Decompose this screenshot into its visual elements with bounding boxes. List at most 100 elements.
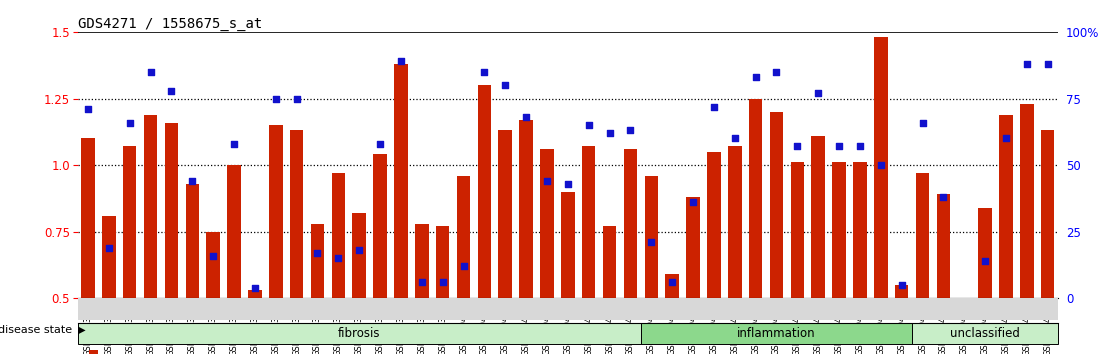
Point <box>79 106 96 112</box>
Text: GDS4271 / 1558675_s_at: GDS4271 / 1558675_s_at <box>78 17 261 31</box>
Bar <box>770 112 783 298</box>
Point <box>789 144 807 149</box>
Bar <box>81 138 95 298</box>
Bar <box>478 85 491 298</box>
Point <box>1018 61 1036 67</box>
Point <box>684 200 701 205</box>
Point <box>976 258 994 264</box>
Bar <box>645 176 658 298</box>
Bar <box>749 98 762 298</box>
Point <box>413 280 431 285</box>
Point <box>434 280 452 285</box>
Bar <box>227 165 240 298</box>
Bar <box>582 147 595 298</box>
Point <box>893 282 911 288</box>
Bar <box>185 184 199 298</box>
Point <box>121 120 138 125</box>
Point <box>955 346 973 352</box>
Bar <box>624 149 637 298</box>
Bar <box>541 149 554 298</box>
Bar <box>78 298 1058 320</box>
Bar <box>456 176 470 298</box>
Bar <box>666 274 679 298</box>
Bar <box>123 147 136 298</box>
Point <box>664 280 681 285</box>
Bar <box>874 37 888 298</box>
Point <box>934 194 952 200</box>
Point <box>267 96 285 101</box>
Bar <box>912 323 1058 344</box>
Bar <box>331 173 345 298</box>
Bar <box>352 213 366 298</box>
Bar <box>416 224 429 298</box>
Point <box>579 122 597 128</box>
Bar <box>310 224 325 298</box>
Point <box>163 88 181 93</box>
Point <box>538 178 556 184</box>
Point <box>329 256 347 261</box>
Point <box>768 69 786 75</box>
Bar <box>811 136 825 298</box>
Point <box>622 128 639 133</box>
Point <box>454 264 472 269</box>
Bar <box>728 147 741 298</box>
Text: unclassified: unclassified <box>951 327 1020 340</box>
Point <box>350 248 368 253</box>
Point <box>705 104 722 109</box>
Bar <box>561 192 575 298</box>
Bar <box>248 290 261 298</box>
Bar <box>791 162 804 298</box>
Bar <box>269 125 283 298</box>
Point <box>914 120 932 125</box>
Bar <box>394 64 408 298</box>
Point <box>225 141 243 147</box>
Bar <box>1040 131 1055 298</box>
Point <box>204 253 222 259</box>
Bar <box>102 216 115 298</box>
Bar <box>957 298 971 304</box>
Bar <box>144 114 157 298</box>
Bar <box>1020 104 1034 298</box>
Point <box>246 285 264 291</box>
Text: inflammation: inflammation <box>737 327 815 340</box>
Point <box>142 69 160 75</box>
Bar <box>686 197 700 298</box>
Point <box>517 114 535 120</box>
Point <box>726 136 743 141</box>
Point <box>747 74 765 80</box>
Bar <box>290 131 304 298</box>
Point <box>997 136 1015 141</box>
Bar <box>915 173 930 298</box>
Bar <box>78 323 640 344</box>
Point <box>872 162 890 168</box>
Bar <box>936 194 951 298</box>
Text: ▶: ▶ <box>75 325 86 335</box>
Text: fibrosis: fibrosis <box>338 327 380 340</box>
Bar <box>707 152 720 298</box>
Point <box>809 90 827 96</box>
Bar <box>832 162 845 298</box>
Bar <box>640 323 912 344</box>
Bar <box>603 227 616 298</box>
Point <box>560 181 577 187</box>
Bar <box>520 120 533 298</box>
Bar <box>206 232 220 298</box>
Text: disease state: disease state <box>0 325 72 335</box>
Bar <box>165 122 178 298</box>
Bar <box>853 162 866 298</box>
Point <box>851 144 869 149</box>
Bar <box>999 114 1013 298</box>
Bar <box>435 227 450 298</box>
Bar <box>895 285 909 298</box>
Point <box>643 240 660 245</box>
Point <box>1039 61 1057 67</box>
Point <box>100 245 117 251</box>
Point <box>392 58 410 64</box>
Point <box>496 82 514 88</box>
Bar <box>978 208 992 298</box>
Bar <box>499 131 512 298</box>
Point <box>309 250 327 256</box>
Point <box>475 69 493 75</box>
Point <box>371 141 389 147</box>
Point <box>830 144 848 149</box>
